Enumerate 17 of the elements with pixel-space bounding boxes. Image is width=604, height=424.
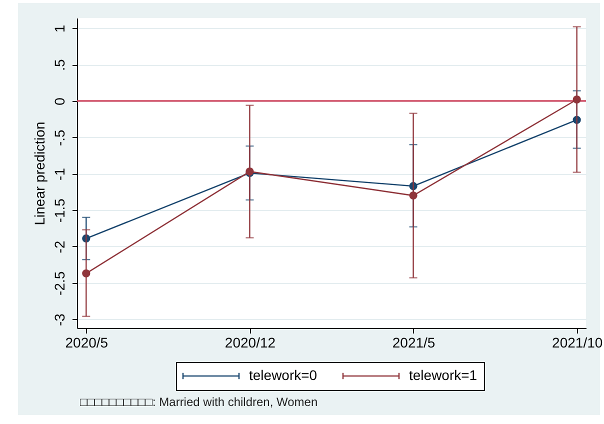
y-tick-label: 0 bbox=[52, 97, 68, 106]
text: □□□□□□□□□□: Married with children, Women bbox=[80, 395, 318, 409]
y-tick-label: .5 bbox=[52, 59, 68, 71]
y-tick-label: -3 bbox=[52, 313, 68, 326]
x-tick-label: 2020/12 bbox=[224, 334, 276, 350]
x-tick-label: 2020/5 bbox=[65, 334, 108, 350]
legend-label: telework=1 bbox=[409, 367, 478, 383]
y-tick-label: 1 bbox=[52, 24, 68, 33]
x-tick-label: 2021/5 bbox=[392, 334, 436, 350]
y-tick-label: -.5 bbox=[52, 129, 68, 146]
legend-label: telework=0 bbox=[249, 367, 318, 383]
y-axis-title: Linear prediction bbox=[32, 122, 48, 226]
y-tick-label: -2 bbox=[52, 240, 68, 254]
y-tick-label: -1.5 bbox=[52, 198, 68, 223]
y-tick-label: -1 bbox=[52, 168, 68, 180]
y-tick-label: -2.5 bbox=[52, 271, 68, 296]
x-tick-label: 2021/10 bbox=[552, 334, 603, 350]
